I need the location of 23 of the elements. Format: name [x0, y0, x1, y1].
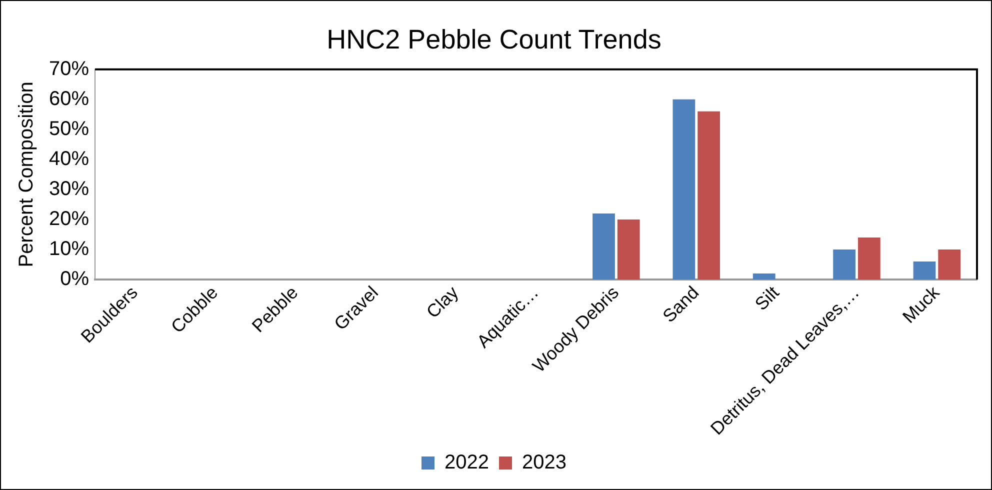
bar — [752, 274, 776, 280]
bar — [913, 262, 936, 280]
y-tick-label: 40% — [49, 148, 90, 170]
bar — [592, 213, 615, 280]
chart-title: HNC2 Pebble Count Trends — [326, 24, 662, 55]
bar — [672, 99, 696, 280]
y-tick-label: 50% — [49, 118, 90, 140]
y-tick-label: 60% — [49, 88, 90, 110]
y-axis-title: Percent Composition — [16, 82, 38, 268]
bar — [698, 111, 720, 280]
x-tick-label: Silt — [751, 282, 783, 314]
bar — [617, 219, 640, 280]
y-tick-label: 30% — [49, 178, 90, 200]
y-tick-label: 10% — [49, 238, 90, 260]
legend-label: 2023 — [522, 452, 566, 474]
legend-label: 2022 — [444, 452, 490, 474]
x-tick-label: Clay — [422, 282, 462, 322]
y-tick-label: 0% — [60, 268, 90, 290]
bar — [858, 238, 880, 280]
bar — [938, 250, 961, 280]
y-tick-label: 20% — [49, 208, 90, 230]
y-tick-label: 70% — [49, 58, 90, 80]
bar — [833, 250, 856, 280]
